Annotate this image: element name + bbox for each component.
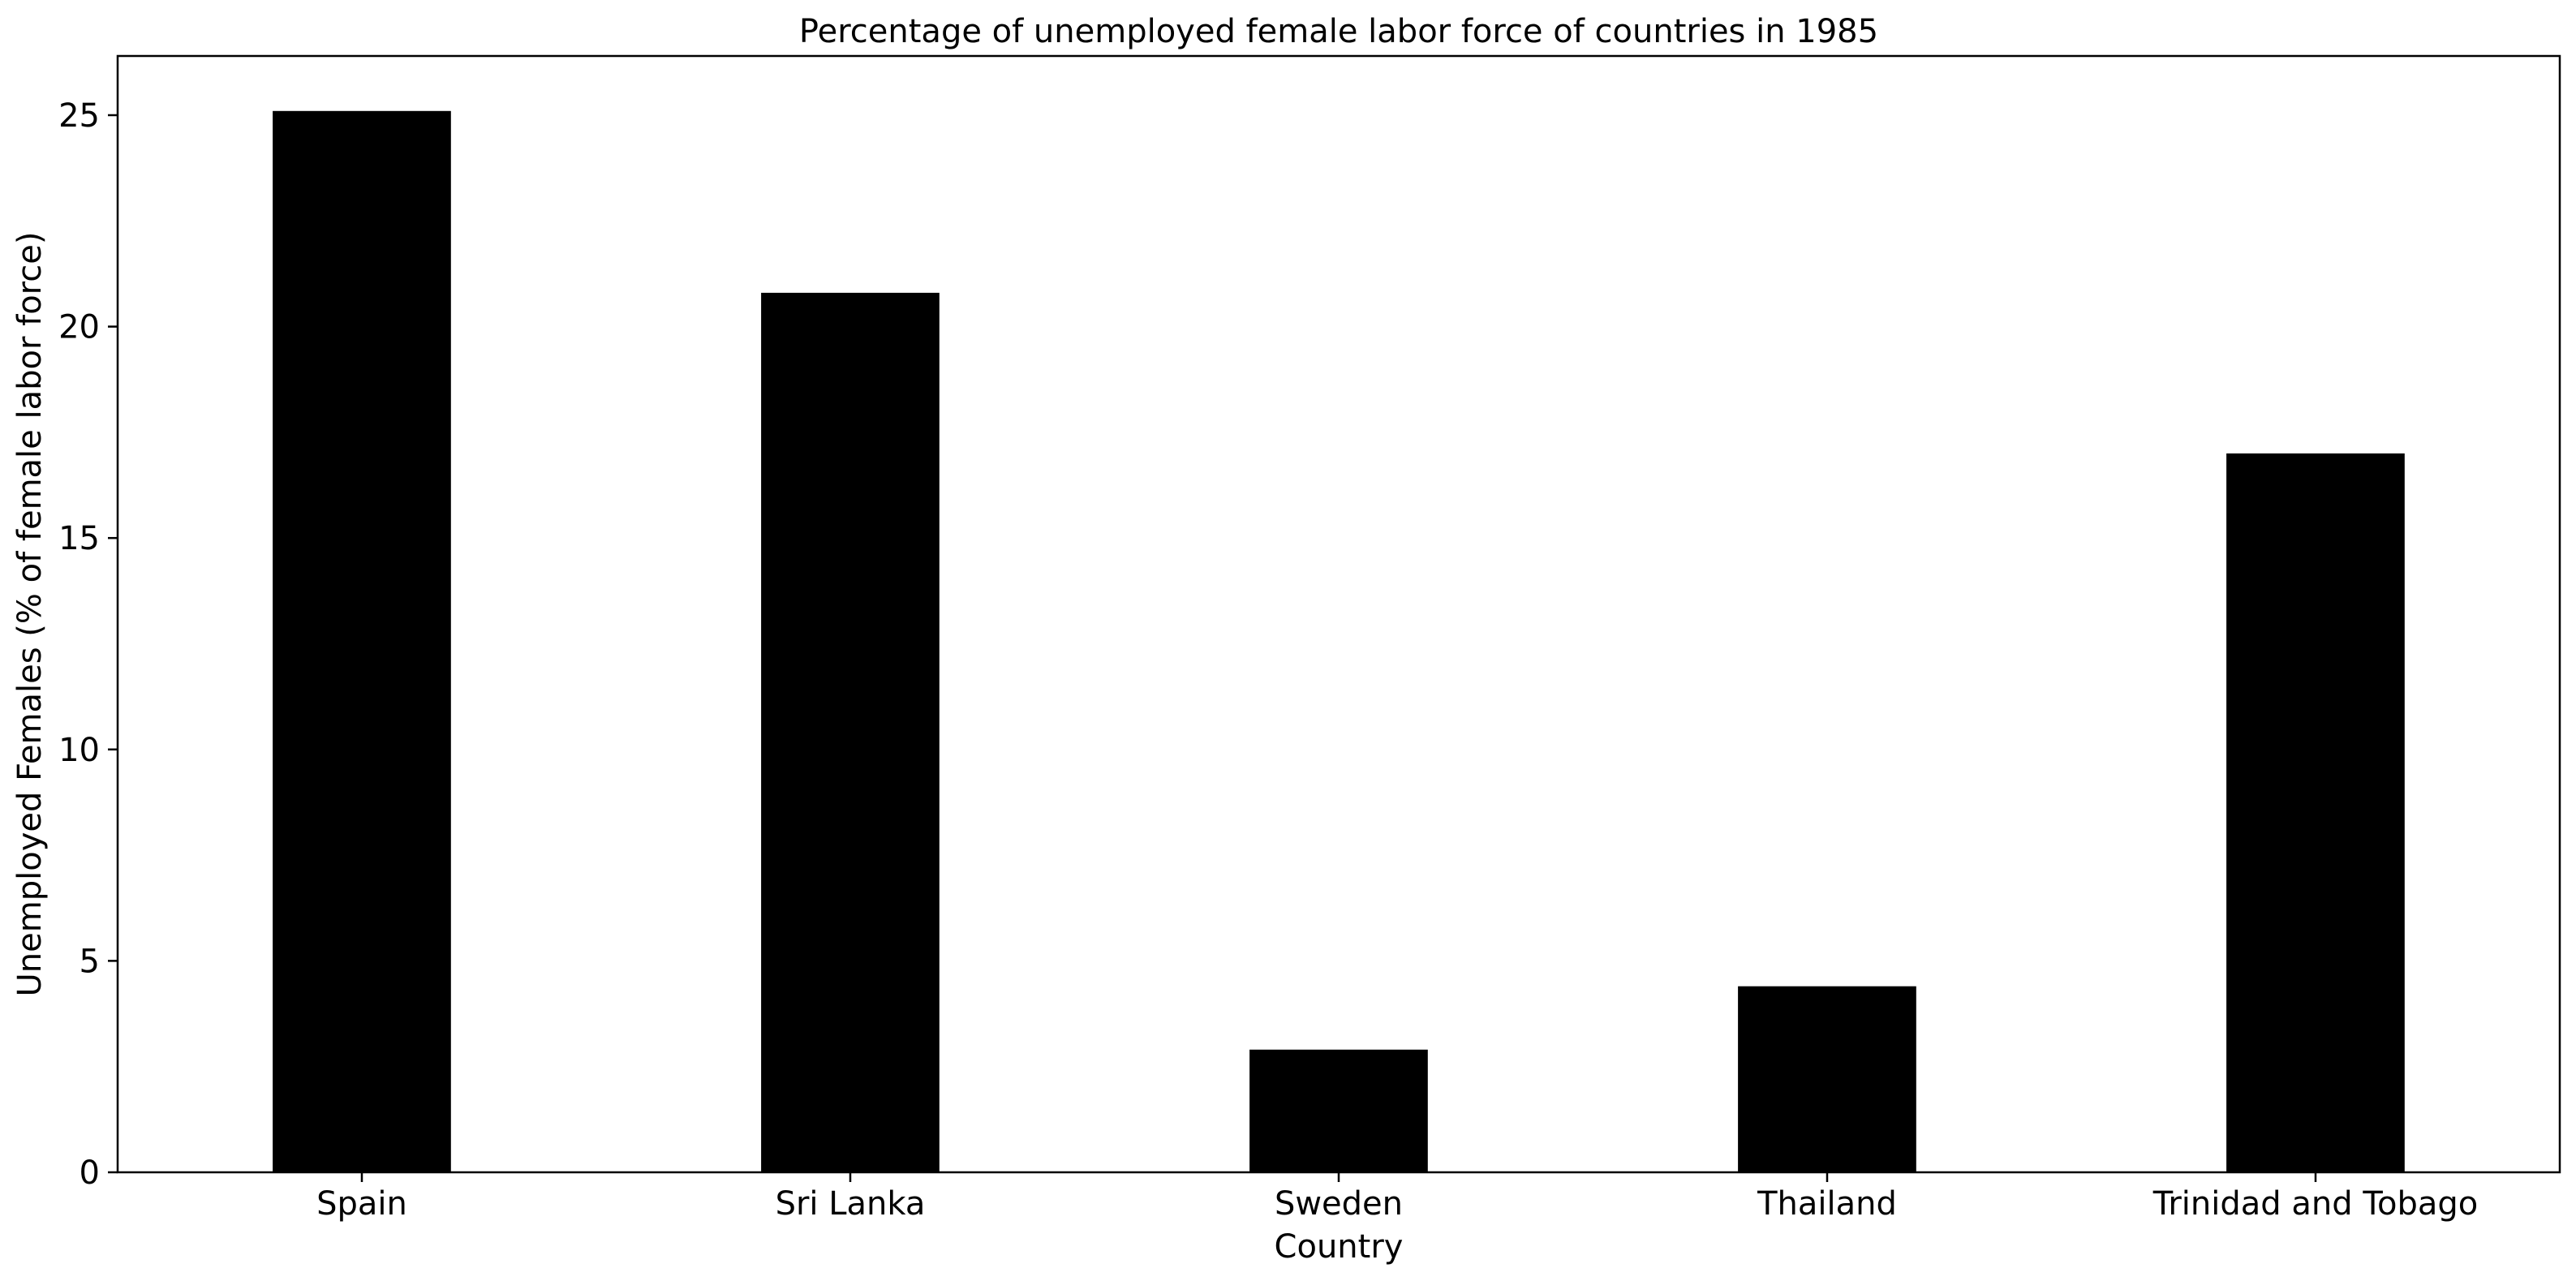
y-tick-label: 0: [80, 1154, 100, 1192]
chart-title: Percentage of unemployed female labor fo…: [799, 13, 1878, 50]
x-tick-label: Trinidad and Tobago: [2152, 1185, 2478, 1223]
bar-thailand: [1738, 986, 1916, 1172]
bars-layer: [273, 110, 2405, 1172]
y-axis-label: Unemployed Females (% of female labor fo…: [11, 232, 49, 997]
x-tick-label: Thailand: [1757, 1185, 1897, 1223]
y-axis-ticks: 0 5 10 15 20 25: [58, 97, 118, 1192]
x-tick-label: Sri Lanka: [776, 1185, 926, 1223]
bar-trinidad-and-tobago: [2226, 453, 2405, 1172]
y-tick-label: 5: [80, 943, 100, 980]
x-tick-label: Sweden: [1275, 1185, 1403, 1223]
y-tick-label: 25: [58, 97, 100, 135]
x-axis-ticks: Spain Sri Lanka Sweden Thailand Trinidad and…: [316, 1172, 2478, 1223]
x-tick-label: Spain: [316, 1185, 407, 1223]
bar-sweden: [1249, 1049, 1428, 1172]
plot-area-frame: [116, 54, 2561, 1174]
y-tick-label: 10: [58, 732, 100, 769]
x-axis-label: Country: [1275, 1228, 1404, 1266]
y-tick-label: 15: [58, 520, 100, 557]
y-tick-label: 20: [58, 309, 100, 346]
bar-spain: [273, 110, 451, 1172]
bar-sri-lanka: [761, 292, 940, 1172]
